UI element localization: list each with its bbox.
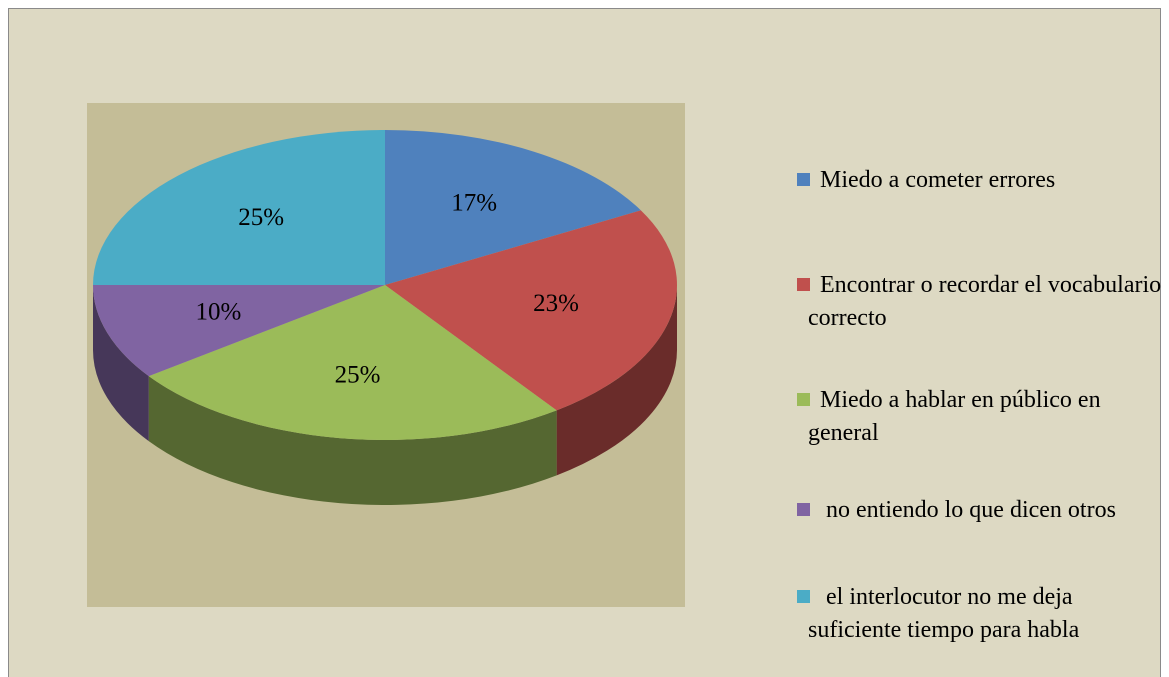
- pie-slice: [385, 130, 641, 285]
- data-label: 23%: [533, 290, 579, 317]
- legend-label: no entiendo lo que dicen otros: [826, 497, 1116, 523]
- pie-slice-side: [148, 376, 557, 505]
- legend-swatch: [797, 173, 810, 186]
- data-label: 17%: [451, 190, 497, 217]
- pie-slice: [385, 210, 677, 411]
- pie-slice-side: [93, 285, 149, 442]
- legend-item: Miedo a cometer errores: [797, 164, 1164, 197]
- legend-item: Encontrar o recordar el vocabulario corr…: [797, 269, 1164, 335]
- legend-item: Miedo a hablar en público en general: [797, 384, 1164, 450]
- pie-slice: [93, 130, 385, 285]
- data-label: 10%: [195, 298, 241, 325]
- legend-label: Encontrar o recordar el vocabulario corr…: [808, 272, 1162, 331]
- legend-swatch: [797, 278, 810, 291]
- legend-label: Miedo a hablar en público en general: [808, 387, 1101, 446]
- legend-swatch: [797, 590, 810, 603]
- legend-swatch: [797, 503, 810, 516]
- data-label: 25%: [238, 204, 284, 231]
- legend-label: Miedo a cometer errores: [820, 167, 1056, 193]
- legend-item: no entiendo lo que dicen otros: [797, 494, 1164, 527]
- pie-slice: [93, 285, 385, 377]
- legend-item: el interlocutor no me deja suficiente ti…: [797, 581, 1164, 647]
- legend-label: el interlocutor no me deja suficiente ti…: [808, 584, 1080, 643]
- pie-slice-side: [556, 285, 677, 476]
- legend-swatch: [797, 393, 810, 406]
- pie-slice: [148, 285, 557, 440]
- data-label: 25%: [335, 362, 381, 389]
